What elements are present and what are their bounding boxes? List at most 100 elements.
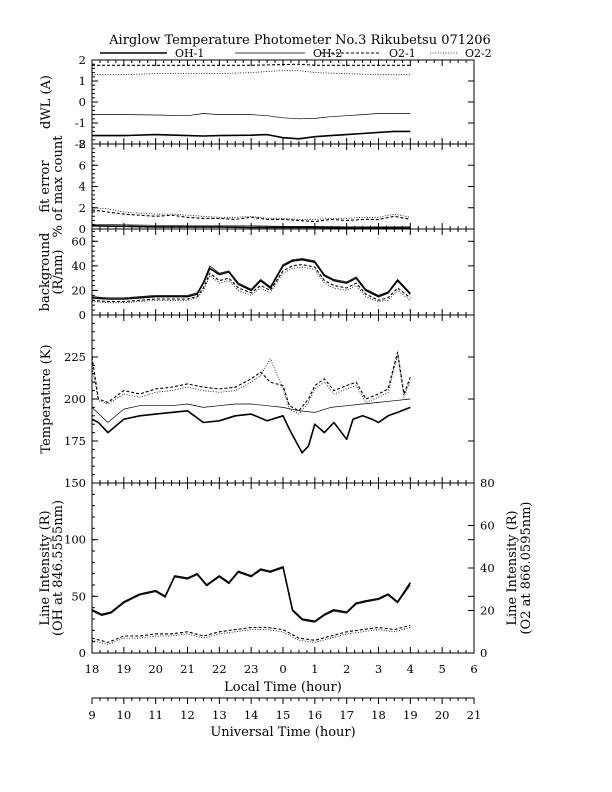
- legend-label-o2-1: O2-1: [389, 47, 416, 60]
- series-line-oh-1: [92, 130, 411, 140]
- y-tick-label: 100: [64, 533, 86, 547]
- local-time-tick-label: 18: [85, 662, 100, 676]
- y-axis-label: background: [38, 233, 53, 312]
- local-time-tick-label: 23: [244, 662, 259, 676]
- y-tick-label: 225: [64, 350, 86, 364]
- legend: OH-1 OH-2 O2-1 O2-2: [100, 47, 492, 60]
- local-time-label: Local Time (hour): [224, 680, 342, 695]
- y-axis-label-right: Line Intensity (R): [505, 510, 520, 625]
- local-time-tick-label: 3: [375, 662, 382, 676]
- series-line-oh-2: [91, 567, 411, 623]
- panel-frame: [91, 59, 475, 145]
- series-line-o2-2: [91, 207, 411, 220]
- chart-title: Airglow Temperature Photometer No.3 Riku…: [108, 33, 491, 48]
- universal-time-tick-label: 13: [212, 708, 227, 722]
- series-line-o2-1: [91, 209, 411, 223]
- panel-dwl: -2 -1 0 1 2 dWL (A): [39, 53, 475, 151]
- y-axis-label-right: (O2 at 866.0595nm): [519, 501, 534, 634]
- series-line-oh-1: [91, 258, 411, 300]
- panel-frame: [91, 314, 475, 484]
- y-right-tick-label: 80: [480, 476, 495, 490]
- y-tick-label: -2: [75, 137, 86, 151]
- y-tick-label: 20: [71, 283, 86, 297]
- universal-time-tick-label: 14: [244, 708, 259, 722]
- series-line-oh-1: [91, 566, 411, 623]
- y-tick-label: 150: [64, 476, 86, 490]
- series-line-o2-1: [91, 351, 411, 412]
- series-line-o2-2: [91, 266, 411, 304]
- local-time-tick-label: 2: [343, 662, 350, 676]
- series-line-oh-2: [92, 113, 411, 120]
- universal-time-tick-label: 10: [117, 708, 132, 722]
- y-tick-label: 0: [79, 646, 86, 660]
- universal-time-tick-label: 11: [148, 708, 163, 722]
- local-time-tick-label: 0: [279, 662, 286, 676]
- y-axis-label: % of max count: [51, 135, 66, 238]
- legend-label-oh-1: OH-1: [175, 47, 204, 60]
- universal-time-tick-label: 17: [339, 708, 354, 722]
- series-line-o2-1: [92, 63, 411, 66]
- universal-time-tick-label: 15: [276, 708, 291, 722]
- legend-label-o2-2: O2-2: [465, 47, 492, 60]
- universal-time-tick-label: 20: [435, 708, 450, 722]
- series-line-oh-2: [91, 223, 411, 228]
- series-line-o2-2: [91, 627, 411, 645]
- universal-time-tick-label: 18: [371, 708, 386, 722]
- panel-temperature: 175 200 225 Temperature (K): [39, 314, 475, 484]
- y-right-tick-label: 60: [480, 519, 495, 533]
- universal-time-label: Universal Time (hour): [210, 725, 355, 740]
- y-axis-label: fit error: [38, 160, 53, 213]
- series-line-oh-2: [91, 258, 411, 299]
- y-axis-label: Temperature (K): [39, 344, 54, 453]
- universal-time-tick-label: 19: [403, 708, 418, 722]
- local-time-tick-label: 20: [148, 662, 163, 676]
- universal-time-tick-label: 9: [88, 708, 95, 722]
- series-line-oh-1: [91, 225, 411, 229]
- y-tick-label: 60: [71, 234, 86, 248]
- y-tick-label: 8: [79, 137, 86, 151]
- universal-time-tick-label: 16: [308, 708, 323, 722]
- series-line-o2-1: [91, 264, 411, 303]
- y-tick-label: 40: [71, 259, 86, 273]
- panels: -2 -1 0 1 2 dWL (A) 0 2 4 6 8 fit error% of max cou…: [38, 53, 534, 660]
- series-line-o2-1: [91, 624, 411, 643]
- y-tick-label: 0: [79, 222, 86, 236]
- series-line-o2-2: [92, 70, 411, 76]
- y-axis-label: (OH at 846.5555nm): [51, 500, 66, 636]
- local-time-tick-label: 21: [180, 662, 195, 676]
- y-tick-label: 0: [79, 308, 86, 322]
- y-right-tick-label: 0: [480, 646, 487, 660]
- y-right-tick-label: 40: [480, 561, 495, 575]
- local-time-tick-label: 19: [117, 662, 132, 676]
- local-time-tick-label: 6: [470, 662, 477, 676]
- local-time-tick-label: 1: [311, 662, 318, 676]
- y-axis-label: dWL (A): [39, 75, 54, 129]
- local-time-tick-label: 4: [407, 662, 414, 676]
- local-time-tick-label: 5: [439, 662, 446, 676]
- y-tick-label: 6: [79, 158, 86, 172]
- y-axis-label: Line Intensity (R): [38, 510, 53, 625]
- y-axis-label: (R/nm): [51, 249, 66, 294]
- y-tick-label: 200: [64, 392, 86, 406]
- y-tick-label: 2: [79, 201, 86, 215]
- series-line-oh-2: [91, 398, 411, 423]
- y-tick-label: 50: [71, 589, 86, 603]
- y-tick-label: 2: [79, 53, 86, 67]
- y-tick-label: 175: [64, 434, 86, 448]
- panel-fit-error: 0 2 4 6 8 fit error% of max count: [38, 135, 475, 238]
- y-tick-label: -1: [75, 116, 86, 130]
- y-right-tick-label: 20: [480, 604, 495, 618]
- series-line-oh-1: [91, 406, 411, 454]
- universal-time-tick-label: 21: [467, 708, 482, 722]
- panel-frame: [91, 228, 475, 316]
- y-tick-label: 1: [79, 74, 86, 88]
- local-time-tick-label: 22: [212, 662, 227, 676]
- y-tick-label: 4: [79, 180, 86, 194]
- series-line-o2-2: [91, 354, 411, 415]
- y-tick-label: 0: [79, 95, 86, 109]
- panel-background: 0 20 40 60 background(R/nm): [38, 228, 475, 322]
- universal-time-tick-label: 12: [180, 708, 195, 722]
